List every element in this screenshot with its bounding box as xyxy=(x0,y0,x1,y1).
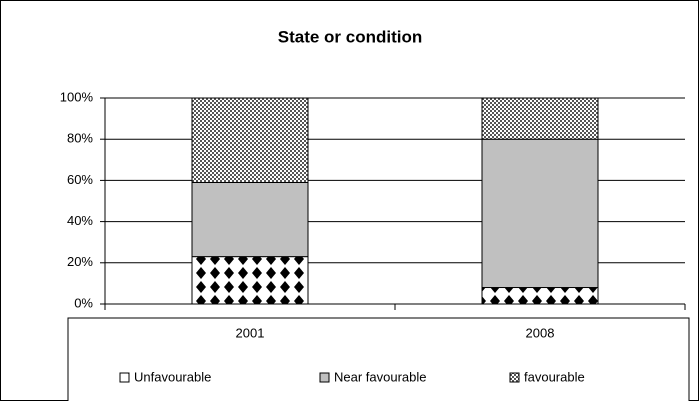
bar-segment xyxy=(191,256,309,305)
bar-segment xyxy=(481,138,599,289)
x-tick-label: 2001 xyxy=(236,325,265,340)
legend-swatch xyxy=(509,372,520,383)
bar-segment xyxy=(481,287,599,305)
y-tick-label: 100% xyxy=(60,89,94,104)
y-tick-label: 80% xyxy=(67,131,93,146)
x-tick-label: 2008 xyxy=(526,325,555,340)
y-tick-label: 0% xyxy=(74,295,93,310)
legend-box xyxy=(67,317,690,401)
legend-swatch xyxy=(119,372,130,383)
bar-segment xyxy=(191,181,309,258)
y-tick-label: 20% xyxy=(67,254,93,269)
chart-title: State or condition xyxy=(278,27,423,46)
bar-segment xyxy=(481,97,599,140)
y-tick-label: 60% xyxy=(67,172,93,187)
bar-segment xyxy=(191,97,309,183)
legend-label: Near favourable xyxy=(334,369,427,384)
legend-label: Unfavourable xyxy=(134,369,211,384)
legend-label: favourable xyxy=(524,369,585,384)
y-tick-label: 40% xyxy=(67,213,93,228)
legend-swatch xyxy=(319,372,330,383)
